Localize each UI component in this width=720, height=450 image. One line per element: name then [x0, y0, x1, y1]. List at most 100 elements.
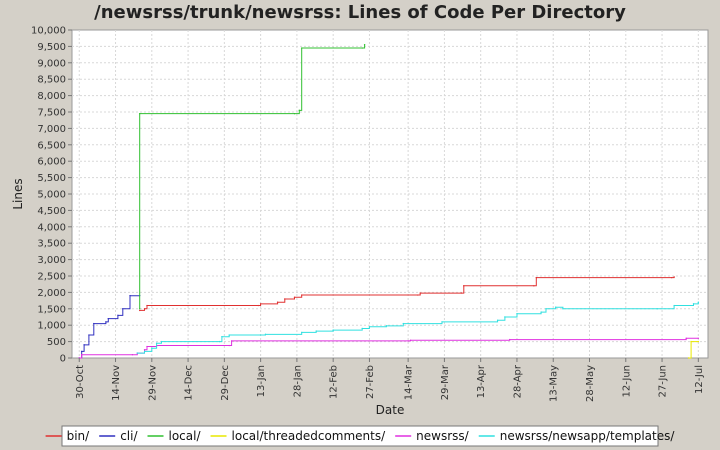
- data-point: [673, 304, 675, 307]
- data-point: [685, 337, 687, 340]
- data-point: [301, 47, 303, 49]
- data-point: [143, 349, 146, 351]
- data-point: [361, 327, 363, 330]
- data-point: [151, 347, 153, 349]
- x-tick-label: 14-Dec: [184, 365, 195, 401]
- legend: bin/cli/local/local/threadedcomments/new…: [45, 429, 676, 443]
- data-point: [139, 308, 141, 310]
- data-point: [93, 322, 95, 325]
- legend-label: local/: [169, 429, 202, 443]
- y-tick-label: 0: [60, 354, 66, 365]
- data-point: [690, 340, 692, 343]
- data-point: [496, 319, 499, 321]
- data-point: [509, 338, 511, 341]
- data-point: [673, 276, 675, 278]
- legend-label: newsrss/newsapp/templates/: [500, 429, 676, 443]
- y-tick-label: 8,000: [37, 91, 66, 102]
- data-point: [259, 303, 262, 305]
- data-point: [407, 340, 409, 342]
- data-point: [409, 339, 412, 341]
- data-point: [533, 285, 535, 287]
- series-line: [79, 295, 140, 359]
- data-point: [160, 340, 163, 343]
- series-line: [139, 44, 366, 309]
- x-tick-label: 28-May: [585, 365, 596, 402]
- legend-item: local/: [147, 429, 202, 443]
- y-tick-label: 1,000: [37, 321, 66, 332]
- data-point: [545, 308, 547, 310]
- data-point: [146, 345, 148, 348]
- y-tick-label: 2,000: [37, 288, 66, 299]
- x-tick-label: 29-Nov: [147, 365, 158, 401]
- y-tick-label: 3,000: [37, 255, 66, 266]
- x-tick-label: 12-Jun: [621, 365, 632, 398]
- legend-box: [61, 425, 659, 447]
- data-point: [301, 294, 303, 296]
- data-point: [83, 344, 85, 346]
- data-point: [228, 334, 230, 336]
- data-point: [228, 344, 230, 347]
- data-point: [155, 342, 158, 344]
- data-point: [697, 301, 700, 303]
- x-axis-title: Date: [376, 403, 405, 417]
- x-tick-label: 29-Mar: [440, 364, 451, 400]
- data-point: [361, 47, 363, 49]
- legend-label: bin/: [67, 429, 91, 443]
- y-tick-label: 6,500: [37, 140, 66, 151]
- x-tick-label: 28-Jan: [292, 365, 303, 397]
- data-point: [88, 334, 90, 336]
- data-point: [117, 314, 119, 317]
- x-tick-label: 14-Mar: [404, 364, 415, 400]
- legend-item: newsrss/: [395, 429, 470, 443]
- y-tick-label: 5,500: [37, 173, 66, 184]
- x-tick-label: 12-Jul: [694, 365, 705, 394]
- data-point: [139, 309, 141, 312]
- y-tick-label: 5,000: [37, 190, 66, 201]
- data-point: [419, 292, 421, 294]
- data-point: [417, 294, 419, 296]
- data-point: [80, 354, 83, 356]
- data-point: [293, 296, 296, 299]
- data-point: [441, 321, 443, 323]
- y-tick-label: 2,500: [37, 272, 66, 283]
- data-point: [697, 340, 700, 343]
- data-point: [298, 109, 301, 112]
- chart-title: /newsrss/trunk/newsrss: Lines of Code Pe…: [94, 2, 626, 23]
- data-point: [276, 301, 279, 303]
- x-tick-label: 13-Jan: [256, 365, 267, 397]
- data-point: [554, 306, 557, 308]
- series-group: [139, 276, 675, 312]
- series-line: [137, 302, 699, 354]
- x-axis-ticks: 30-Oct 14-Nov 29-Nov 14-Dec 29-Dec 13-Jan 28-J…: [75, 358, 705, 402]
- y-tick-label: 10,000: [31, 26, 66, 37]
- data-point: [257, 304, 259, 307]
- data-point: [146, 304, 148, 307]
- legend-label: cli/: [120, 429, 138, 443]
- y-tick-label: 6,000: [37, 157, 66, 168]
- x-tick-label: 27-Feb: [365, 365, 376, 399]
- data-point: [230, 340, 233, 342]
- data-point: [264, 333, 267, 336]
- series-lines: [78, 44, 700, 359]
- data-point: [143, 308, 146, 310]
- data-point: [122, 308, 124, 310]
- series-group: [139, 44, 366, 310]
- data-point: [540, 311, 542, 313]
- legend-item: newsrss/newsapp/templates/: [478, 429, 676, 443]
- data-point: [143, 350, 146, 353]
- x-tick-label: 27-Jun: [658, 365, 669, 398]
- y-tick-label: 500: [47, 337, 66, 348]
- data-point: [139, 112, 141, 115]
- data-point: [516, 313, 518, 315]
- data-point: [131, 354, 134, 356]
- data-point: [218, 340, 221, 343]
- x-tick-label: 29-Dec: [220, 365, 231, 401]
- y-tick-label: 9,000: [37, 58, 66, 69]
- data-point: [107, 317, 109, 320]
- data-point: [315, 330, 317, 332]
- y-tick-label: 4,500: [37, 206, 66, 217]
- y-tick-label: 1,500: [37, 304, 66, 315]
- x-tick-label: 12-Feb: [329, 365, 340, 399]
